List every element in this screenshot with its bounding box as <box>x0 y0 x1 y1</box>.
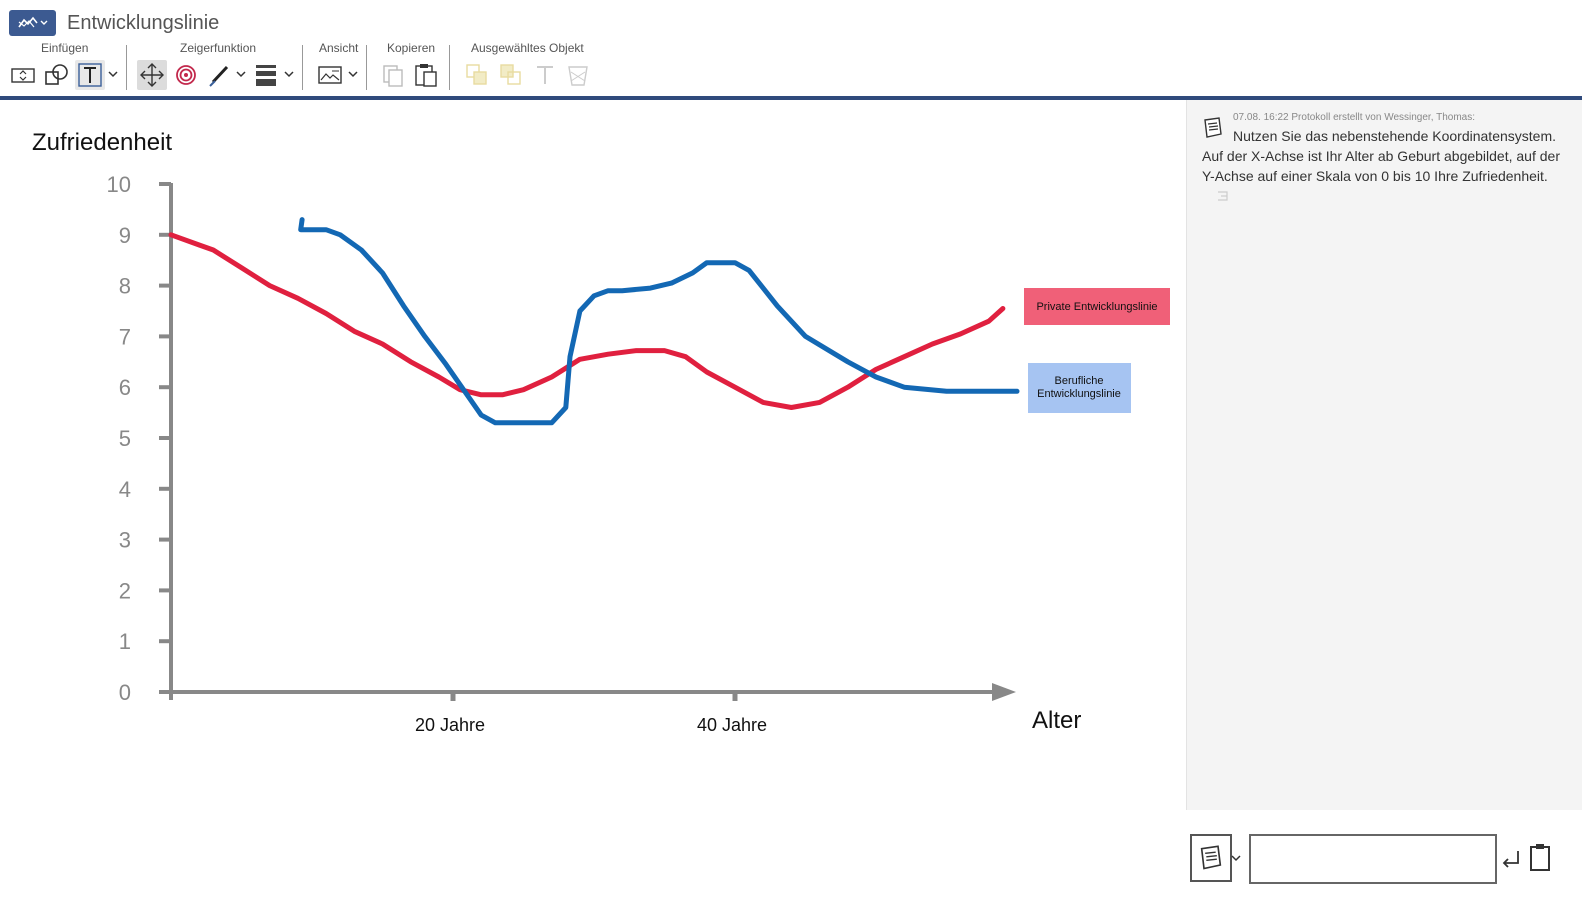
protocol-meta: 07.08. 16:22 Protokoll erstellt von Wess… <box>1233 112 1475 123</box>
legend-beruflich-box[interactable] <box>1028 363 1131 413</box>
legend-beruflich-label-line1: Berufliche <box>1055 375 1104 387</box>
insert-frame-icon <box>11 68 35 83</box>
pen-icon <box>209 65 229 87</box>
x-axis-label: Alter <box>1032 707 1081 734</box>
series-line-private[interactable] <box>168 232 1006 410</box>
group-label-kopieren: Kopieren <box>387 41 436 55</box>
image-view-icon <box>318 66 342 84</box>
group-label-zeigerfunktion: Zeigerfunktion <box>180 41 257 55</box>
copy-button[interactable] <box>378 60 408 90</box>
chevron-down-icon[interactable] <box>283 68 295 80</box>
legend-private-label: Private Entwicklungslinie <box>1036 301 1157 313</box>
target-icon <box>176 65 196 85</box>
reply-icon[interactable] <box>1215 188 1231 204</box>
send-to-back-icon <box>500 64 521 85</box>
protocol-input[interactable] <box>1249 834 1497 884</box>
series-line-beruflich[interactable] <box>298 217 1020 426</box>
protocol-panel: 07.08. 16:22 Protokoll erstellt von Wess… <box>1186 100 1582 810</box>
x-axis-arrow <box>992 683 1016 701</box>
shapes-icon <box>45 64 68 85</box>
protocol-text-first: Nutzen Sie das nebenstehende Koordinaten… <box>1233 128 1556 144</box>
enter-icon[interactable] <box>1500 848 1522 870</box>
delete-object-button[interactable] <box>563 60 593 90</box>
legend-beruflich-label-line2: Entwicklungslinie <box>1037 388 1121 400</box>
chart: Zufriedenheit 0 1 2 3 4 5 6 7 8 9 10 20 Jahre 40 Ja… <box>32 129 1170 735</box>
trash-icon <box>568 66 588 86</box>
insert-image-button[interactable] <box>8 60 38 90</box>
pen-button[interactable] <box>205 60 235 90</box>
line-width-icon <box>256 65 276 86</box>
protocol-note-icon <box>1204 117 1222 138</box>
chevron-down-icon[interactable] <box>107 68 119 80</box>
y-tick-label: 6 <box>119 375 131 400</box>
group-label-ausgewaehltes-objekt: Ausgewähltes Objekt <box>471 41 584 55</box>
chevron-down-icon[interactable] <box>235 68 247 80</box>
paste-icon <box>415 64 437 87</box>
protocol-note-icon <box>1200 845 1222 870</box>
chart-title: Zufriedenheit <box>32 129 172 156</box>
clipboard-icon[interactable] <box>1528 842 1552 872</box>
chevron-down-icon[interactable] <box>1230 852 1242 864</box>
bring-front-button[interactable] <box>462 60 492 90</box>
toolbar-separator <box>366 45 367 90</box>
drawing-canvas[interactable]: Zufriedenheit 0 1 2 3 4 5 6 7 8 9 10 20 Jahre 40 Ja… <box>0 100 1185 896</box>
view-button[interactable] <box>315 60 345 90</box>
text-object-icon <box>537 66 553 84</box>
app-menu-button[interactable] <box>9 10 56 36</box>
edit-text-object-button[interactable] <box>530 60 560 90</box>
x-tick-label: 40 Jahre <box>697 715 767 735</box>
group-label-ansicht: Ansicht <box>319 41 359 55</box>
move-pointer-button[interactable] <box>137 60 167 90</box>
toolbar-separator <box>449 45 450 90</box>
note-type-button[interactable] <box>1190 834 1232 882</box>
chevron-down-icon[interactable] <box>347 68 359 80</box>
toolbar-separator <box>302 45 303 90</box>
y-tick-label: 1 <box>119 629 131 654</box>
y-tick-label: 8 <box>119 274 131 299</box>
paste-button[interactable] <box>411 60 441 90</box>
legend-private-box[interactable] <box>1024 288 1170 325</box>
y-tick-label: 0 <box>119 680 131 705</box>
insert-text-button[interactable] <box>75 60 105 90</box>
target-pointer-button[interactable] <box>171 60 201 90</box>
toolbar: Entwicklungslinie Einfügen Zeigerfunktio… <box>0 0 1582 100</box>
protocol-text: Nutzen Sie das nebenstehende Koordinaten… <box>1202 126 1574 186</box>
y-tick-label: 5 <box>119 426 131 451</box>
app-title: Entwicklungslinie <box>67 12 220 34</box>
move-arrows-icon <box>140 63 164 87</box>
y-tick-label: 2 <box>119 578 131 603</box>
y-tick-label: 9 <box>119 223 131 248</box>
y-tick-label: 4 <box>119 477 131 502</box>
send-back-button[interactable] <box>496 60 526 90</box>
x-tick-label: 20 Jahre <box>415 715 485 735</box>
copy-icon <box>383 65 403 87</box>
chart-line-icon <box>17 16 47 28</box>
insert-shape-button[interactable] <box>42 60 72 90</box>
text-icon <box>78 63 102 87</box>
line-width-button[interactable] <box>251 60 281 90</box>
y-tick-label: 10 <box>107 172 131 197</box>
toolbar-separator <box>126 45 127 90</box>
group-label-einfuegen: Einfügen <box>41 41 89 55</box>
y-tick-label: 3 <box>119 528 131 553</box>
y-tick-label: 7 <box>119 324 131 349</box>
bring-to-front-icon <box>466 64 487 85</box>
protocol-text-rest: Auf der X-Achse ist Ihr Alter ab Geburt … <box>1202 148 1560 184</box>
protocol-input-area <box>1186 810 1582 896</box>
